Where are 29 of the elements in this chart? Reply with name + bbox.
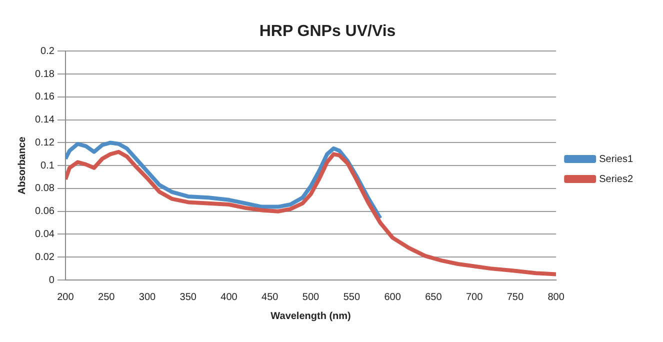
x-tick-label: 800	[548, 292, 565, 303]
x-tick-label: 300	[138, 292, 156, 303]
y-tick-label: 0.14	[34, 114, 55, 126]
y-tick-label: 0.06	[34, 206, 55, 218]
x-tick-label: 750	[506, 292, 524, 303]
y-tick-label: 0.08	[34, 183, 55, 194]
x-tick-label: 400	[220, 292, 238, 303]
x-tick-label: 250	[98, 292, 116, 303]
y-tick-label: 0.1	[40, 160, 55, 172]
chart-title: HRP GNPs UV/Vis	[259, 23, 396, 40]
x-tick-label: 650	[425, 292, 442, 303]
y-tick-label: 0.12	[34, 137, 55, 148]
y-tick-label: 0	[48, 274, 55, 286]
x-tick-label: 700	[466, 292, 484, 303]
x-tick-label: 450	[262, 292, 279, 303]
y-tick-label: 0.16	[34, 92, 55, 103]
x-tick-label: 550	[343, 292, 360, 303]
y-tick-label: 0.18	[34, 68, 55, 80]
y-tick-label: 0.04	[34, 228, 55, 240]
x-tick-label: 600	[384, 292, 402, 303]
x-tick-label: 500	[302, 292, 320, 303]
x-tick-label: 200	[57, 292, 74, 303]
y-tick-label: 0.2	[40, 46, 55, 57]
legend-label: Series1	[599, 154, 634, 165]
y-axis-title: Absorbance	[16, 136, 28, 194]
x-tick-label: 350	[180, 292, 197, 303]
y-tick-label: 0.02	[34, 252, 55, 263]
x-axis-title: Wavelength (nm)	[270, 310, 351, 322]
legend-label: Series2	[599, 174, 634, 185]
